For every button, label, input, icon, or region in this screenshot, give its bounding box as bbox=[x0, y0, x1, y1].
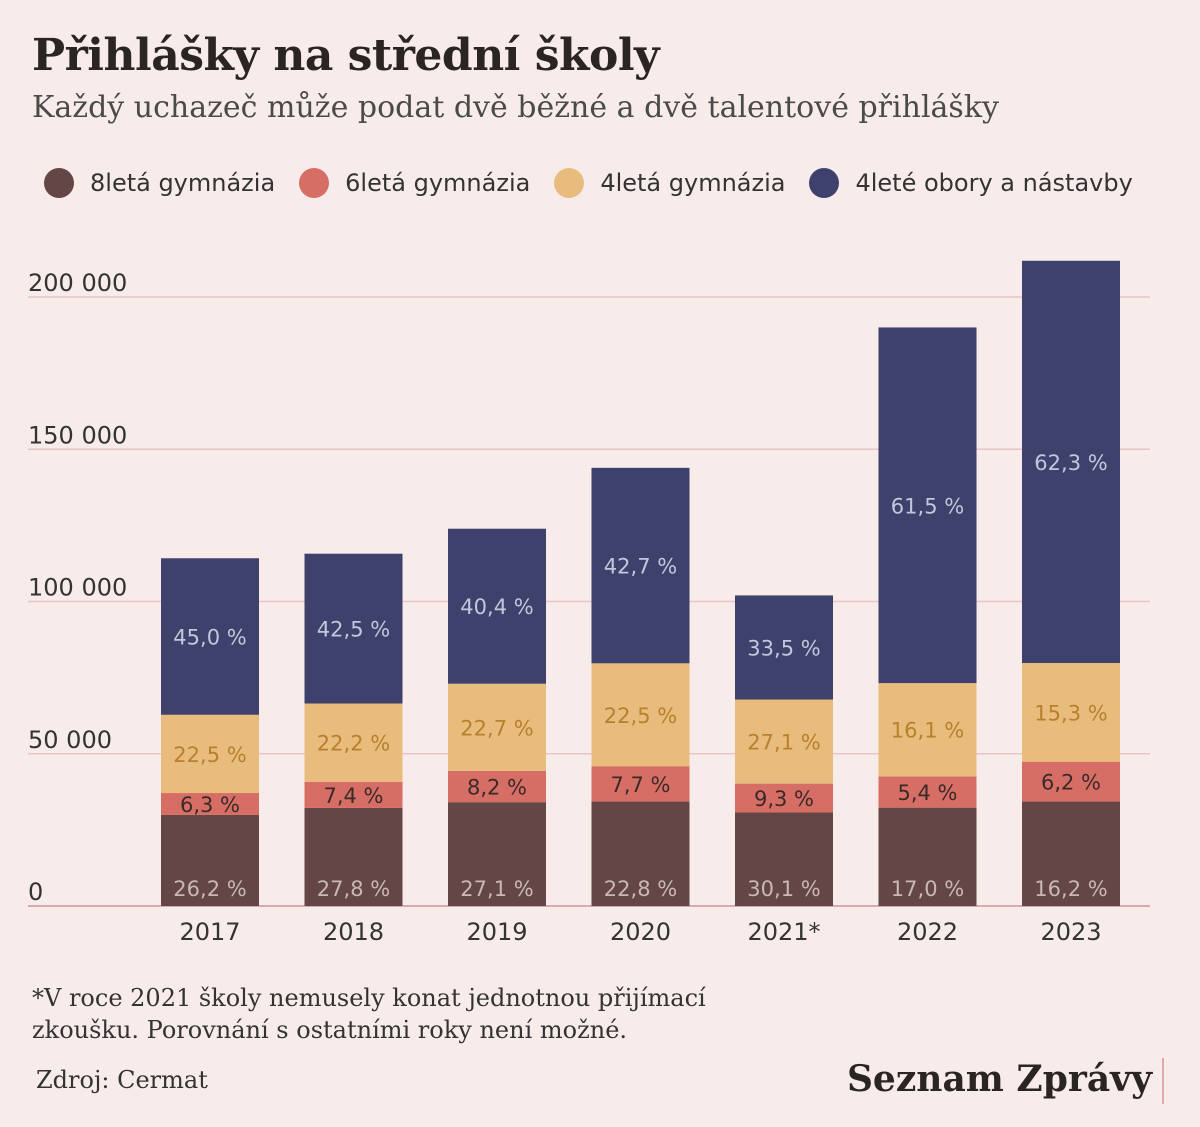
data-label: 42,5 % bbox=[317, 618, 390, 642]
bar-segment bbox=[161, 714, 259, 794]
bar-segment bbox=[878, 683, 977, 777]
x-tick-label: 2023 bbox=[1040, 918, 1101, 946]
data-label: 16,1 % bbox=[891, 719, 964, 743]
data-label: 42,7 % bbox=[604, 555, 677, 579]
bar-segment bbox=[591, 663, 690, 767]
data-label: 16,2 % bbox=[1034, 877, 1107, 901]
bar-segment bbox=[161, 558, 259, 715]
bar-segment bbox=[735, 595, 833, 700]
data-label: 22,7 % bbox=[460, 716, 533, 740]
y-tick-label: 200 000 bbox=[28, 269, 127, 297]
data-label: 26,2 % bbox=[173, 877, 246, 901]
y-tick-label: 100 000 bbox=[28, 574, 127, 602]
bar-segment bbox=[448, 770, 546, 803]
x-tick-label: 2018 bbox=[323, 918, 384, 946]
bar-segment bbox=[591, 801, 690, 906]
legend-swatch-4leta bbox=[554, 168, 585, 198]
bar-segment bbox=[161, 793, 259, 815]
bar-segment bbox=[448, 802, 546, 906]
bar-segment bbox=[878, 327, 977, 684]
data-label: 8,2 % bbox=[467, 775, 527, 799]
legend-label-4leta: 4letá gymnázia bbox=[600, 169, 786, 197]
bar-segment bbox=[591, 467, 690, 664]
legend-swatch-8leta bbox=[44, 168, 74, 198]
data-label: 27,8 % bbox=[317, 877, 390, 901]
data-label: 61,5 % bbox=[891, 494, 964, 518]
source-note: Zdroj: Cermat bbox=[36, 1066, 208, 1094]
bar-segment bbox=[878, 807, 977, 906]
legend-item-6leta: 6letá gymnázia bbox=[299, 168, 530, 198]
bar-segment bbox=[161, 814, 259, 906]
y-tick-label: 150 000 bbox=[28, 421, 127, 449]
bar-segment bbox=[1022, 260, 1120, 664]
bar-segment bbox=[735, 699, 833, 784]
data-label: 6,2 % bbox=[1041, 771, 1101, 795]
legend-label-8leta: 8letá gymnázia bbox=[90, 169, 276, 197]
data-label: 22,8 % bbox=[604, 877, 677, 901]
legend-item-4lete-obory: 4leté obory a nástavby bbox=[809, 168, 1133, 198]
data-label: 5,4 % bbox=[897, 781, 957, 805]
data-label: 33,5 % bbox=[747, 636, 820, 660]
chart-title: Přihlášky na střední školy bbox=[32, 30, 660, 81]
bar-segment bbox=[1022, 761, 1120, 802]
bar-segment bbox=[1022, 663, 1120, 762]
x-tick-label: 2020 bbox=[610, 918, 671, 946]
legend-item-4leta: 4letá gymnázia bbox=[554, 168, 785, 198]
footnote: *V roce 2021 školy nemusely konat jednot… bbox=[32, 984, 706, 1044]
data-label: 7,7 % bbox=[610, 773, 670, 797]
y-tick-label: 0 bbox=[28, 878, 43, 906]
bar-segment bbox=[735, 812, 833, 906]
data-label: 17,0 % bbox=[891, 877, 964, 901]
data-label: 27,1 % bbox=[747, 731, 820, 755]
bar-segment bbox=[448, 528, 546, 684]
x-tick-label: 2019 bbox=[466, 918, 527, 946]
bar-segment bbox=[304, 781, 403, 808]
data-label: 22,5 % bbox=[604, 704, 677, 728]
legend-label-6leta: 6letá gymnázia bbox=[345, 169, 531, 197]
data-label: 6,3 % bbox=[180, 793, 240, 817]
data-label: 9,3 % bbox=[754, 787, 814, 811]
bar-segment bbox=[448, 683, 546, 771]
data-label: 22,5 % bbox=[173, 743, 246, 767]
bar-segment bbox=[304, 807, 403, 906]
legend-swatch-4lete-obory bbox=[809, 168, 840, 198]
x-tick-label: 2017 bbox=[179, 918, 240, 946]
data-label: 30,1 % bbox=[747, 877, 820, 901]
legend: 8letá gymnázia 6letá gymnázia 4letá gymn… bbox=[44, 168, 1157, 198]
data-label: 7,4 % bbox=[323, 784, 383, 808]
bar-segment bbox=[735, 783, 833, 813]
bar-segment bbox=[591, 766, 690, 802]
data-label: 40,4 % bbox=[460, 595, 533, 619]
data-label: 45,0 % bbox=[173, 626, 246, 650]
bar-segment bbox=[304, 553, 403, 704]
brand-divider bbox=[1162, 1058, 1164, 1104]
legend-item-8leta: 8letá gymnázia bbox=[44, 168, 275, 198]
x-tick-label: 2022 bbox=[897, 918, 958, 946]
bar-segment bbox=[1022, 801, 1120, 906]
chart-subtitle: Každý uchazeč může podat dvě běžné a dvě… bbox=[32, 90, 999, 125]
legend-label-4lete-obory: 4leté obory a nástavby bbox=[855, 169, 1133, 197]
data-label: 15,3 % bbox=[1034, 701, 1107, 725]
brand-logo: Seznam Zprávy bbox=[846, 1058, 1152, 1100]
data-label: 27,1 % bbox=[460, 877, 533, 901]
stacked-bar-chart: 0 50 000 100 000 150 000 200 000 26,2 % 6,3 % 2… bbox=[28, 260, 1150, 946]
bar-segment bbox=[304, 703, 403, 782]
x-tick-label: 2021* bbox=[747, 918, 820, 946]
data-label: 22,2 % bbox=[317, 732, 390, 756]
legend-swatch-6leta bbox=[299, 168, 330, 198]
bar-segment bbox=[878, 776, 977, 808]
y-tick-label: 50 000 bbox=[28, 726, 112, 754]
data-label: 62,3 % bbox=[1034, 451, 1107, 475]
